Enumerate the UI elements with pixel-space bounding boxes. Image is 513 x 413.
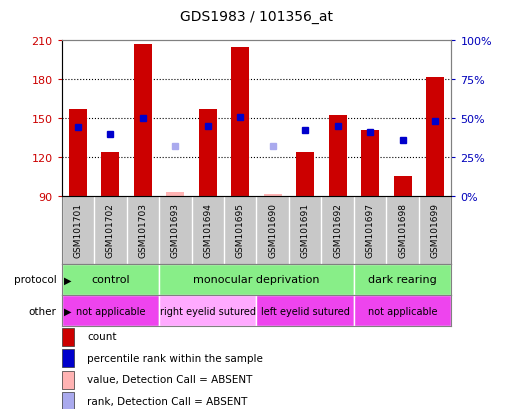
Text: rank, Detection Call = ABSENT: rank, Detection Call = ABSENT bbox=[87, 396, 248, 406]
Text: ▶: ▶ bbox=[64, 275, 72, 285]
Bar bbox=[69, 110, 87, 196]
Text: dark rearing: dark rearing bbox=[368, 275, 437, 285]
Text: GSM101699: GSM101699 bbox=[431, 203, 440, 258]
Bar bbox=[297, 152, 314, 196]
Text: GSM101701: GSM101701 bbox=[73, 203, 82, 258]
Text: percentile rank within the sample: percentile rank within the sample bbox=[87, 353, 263, 363]
Text: GSM101693: GSM101693 bbox=[171, 203, 180, 258]
Text: GDS1983 / 101356_at: GDS1983 / 101356_at bbox=[180, 10, 333, 24]
Bar bbox=[394, 177, 411, 196]
Text: GSM101694: GSM101694 bbox=[203, 203, 212, 258]
Text: GSM101692: GSM101692 bbox=[333, 203, 342, 258]
Bar bbox=[354, 264, 451, 295]
Bar bbox=[264, 195, 282, 196]
Bar bbox=[231, 48, 249, 196]
Text: GSM101695: GSM101695 bbox=[236, 203, 245, 258]
Text: monocular deprivation: monocular deprivation bbox=[193, 275, 320, 285]
Bar bbox=[199, 110, 216, 196]
Text: GSM101690: GSM101690 bbox=[268, 203, 277, 258]
Text: GSM101703: GSM101703 bbox=[139, 203, 147, 258]
Bar bbox=[134, 45, 152, 196]
Text: control: control bbox=[91, 275, 130, 285]
Bar bbox=[329, 116, 347, 196]
Text: right eyelid sutured: right eyelid sutured bbox=[160, 306, 256, 316]
Text: not applicable: not applicable bbox=[75, 306, 145, 316]
Text: GSM101691: GSM101691 bbox=[301, 203, 310, 258]
Text: GSM101697: GSM101697 bbox=[366, 203, 374, 258]
Bar bbox=[159, 264, 354, 295]
Bar bbox=[361, 131, 379, 196]
Text: other: other bbox=[29, 306, 56, 316]
Bar bbox=[102, 152, 119, 196]
Text: not applicable: not applicable bbox=[368, 306, 438, 316]
Bar bbox=[62, 371, 74, 389]
Text: GSM101698: GSM101698 bbox=[398, 203, 407, 258]
Bar bbox=[354, 295, 451, 326]
Text: ▶: ▶ bbox=[64, 306, 72, 316]
Bar bbox=[62, 392, 74, 411]
Text: value, Detection Call = ABSENT: value, Detection Call = ABSENT bbox=[87, 374, 252, 384]
Text: left eyelid sutured: left eyelid sutured bbox=[261, 306, 350, 316]
Bar bbox=[62, 264, 159, 295]
Bar bbox=[166, 192, 184, 196]
Bar bbox=[62, 295, 159, 326]
Bar bbox=[62, 328, 74, 346]
Text: GSM101702: GSM101702 bbox=[106, 203, 115, 258]
Bar bbox=[159, 295, 256, 326]
Bar bbox=[426, 77, 444, 196]
Text: count: count bbox=[87, 331, 117, 341]
Bar bbox=[256, 295, 354, 326]
Text: protocol: protocol bbox=[14, 275, 56, 285]
Bar bbox=[62, 349, 74, 368]
